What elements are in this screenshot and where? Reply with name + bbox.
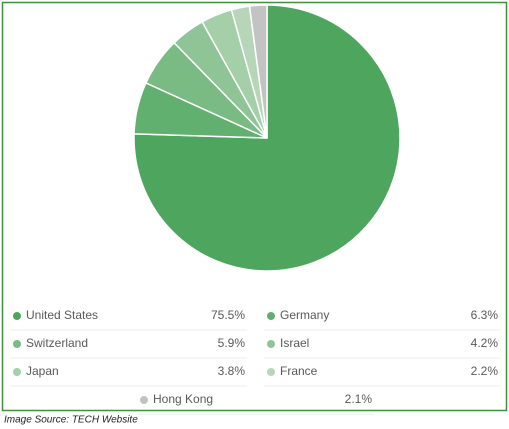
legend-value: 5.9% [218, 336, 246, 350]
legend-marker [13, 312, 21, 320]
image-source: Image Source: TECH Website [4, 415, 138, 426]
legend-value: 6.3% [471, 308, 499, 322]
legend-value: 4.2% [471, 336, 499, 350]
legend-marker [267, 368, 275, 376]
legend-label: Switzerland [26, 336, 88, 350]
legend-marker [13, 368, 21, 376]
legend-value: 3.8% [218, 364, 246, 378]
legend-value: 2.2% [471, 364, 499, 378]
legend-marker [140, 396, 148, 404]
legend-label: France [280, 364, 318, 378]
legend-label: Hong Kong [153, 392, 213, 406]
legend-value: 75.5% [211, 308, 245, 322]
legend-marker [13, 340, 21, 348]
pie-slice [248, 4, 268, 139]
legend-label: Israel [280, 336, 309, 350]
legend-marker [267, 312, 275, 320]
legend-label: Germany [280, 308, 329, 322]
legend-marker [267, 340, 275, 348]
legend-label: Japan [26, 364, 59, 378]
legend-value: 2.1% [345, 392, 373, 406]
legend-label: United States [26, 308, 98, 322]
